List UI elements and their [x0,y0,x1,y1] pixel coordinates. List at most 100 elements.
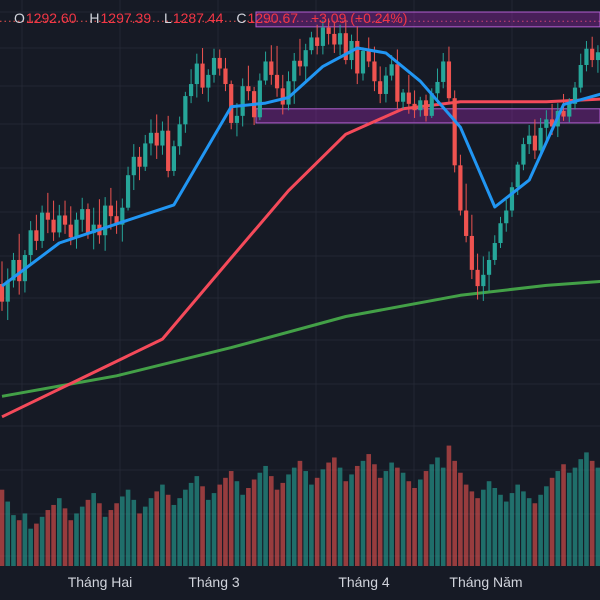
volume-bar [538,494,543,566]
volume-bar [572,467,578,566]
candle-body [504,210,509,224]
volume-bar [108,510,114,566]
candle-body [194,63,199,85]
time-axis-label: Tháng 3 [188,574,240,590]
volume-bar [492,487,498,566]
candle-body [595,52,600,61]
volume-bar [320,469,326,566]
candle-body [206,74,211,88]
volume-bar [211,493,217,566]
volume-bar [578,459,584,566]
candle-body [17,259,22,282]
volume-bar [205,499,211,566]
candle-body [521,144,526,165]
volume-bar [102,516,108,566]
candle-body [492,243,497,260]
volume-bar [0,489,5,566]
candle-body [309,37,314,51]
candle-body [584,48,589,65]
candle-body [177,124,182,147]
candle-body [355,40,360,74]
candle-body [34,230,39,241]
candle-body [148,132,154,144]
volume-bar [97,503,102,566]
volume-bar [217,484,223,566]
open-label: O [14,10,25,26]
candle-body [297,60,303,67]
volume-bar [45,510,51,566]
candle-body [423,100,429,116]
candle-body [452,98,457,166]
volume-bar [171,504,177,566]
volume-bar [584,452,589,566]
candle-body [269,61,274,75]
candle-body [498,223,503,244]
candle-body [412,103,417,111]
candle-body [131,156,136,176]
volume-bar [142,506,148,566]
volume-bar [39,516,45,566]
candle-body [475,269,480,287]
candle-body [57,215,62,233]
volume-bar [463,484,469,566]
volume-bar [297,460,303,566]
volume-bar [566,472,572,566]
candle-body [160,130,165,146]
candle-body [217,57,222,69]
candle-body [274,74,280,89]
volume-bar [74,513,79,566]
candle-body [561,110,566,117]
candle-body [234,115,240,123]
volume-bar [309,484,314,566]
ma-short-line [1,46,600,288]
candle-body [326,27,331,34]
volume-bar [240,494,245,566]
low-value: 1287.44 [172,10,224,26]
volume-bar [257,472,263,566]
volume-bar [354,465,360,566]
candle-body [567,103,572,117]
close-value: 1290.67 [247,10,299,26]
candle-body [200,63,205,88]
volume-bar [34,523,39,566]
candle-body [315,37,320,46]
volume-bar [246,487,251,566]
time-axis-label: Tháng Năm [449,574,522,590]
volume-bar [85,499,91,566]
candle-body [320,27,325,46]
volume-bar [446,445,452,566]
candle-body [108,205,113,217]
candle-body [378,81,383,94]
candle-body [486,259,492,275]
volume-bar [343,481,349,566]
volume-bar [269,476,274,566]
volume-bar [406,481,412,566]
volume-bar [286,474,291,566]
candle-body [246,86,251,92]
volume-bar [509,493,515,566]
candle-body [143,143,148,167]
candle-body [458,165,463,211]
candle-body [51,219,56,233]
candle-body [406,92,411,104]
volume-bar [400,472,406,566]
candle-body [125,175,131,208]
candle-body [68,224,73,238]
high-label: H [89,10,100,26]
candle-body [257,80,262,118]
candle-body [337,33,343,45]
candle-body [469,235,474,270]
candle-body [303,50,308,67]
volume-bar [154,491,160,566]
volume-bar [412,487,417,566]
volume-bar [11,515,16,566]
volume-bar [148,498,154,566]
ohlc-legend: O1292.60 H1297.39 L1287.44 C1290.67 +3.0… [14,10,416,26]
candle-body [183,96,188,125]
candle-body [40,212,45,241]
candle-body [114,216,119,225]
volume-bar [349,474,354,566]
candle-body [0,283,5,302]
change-value: +3.09 (+0.24%) [310,10,408,26]
